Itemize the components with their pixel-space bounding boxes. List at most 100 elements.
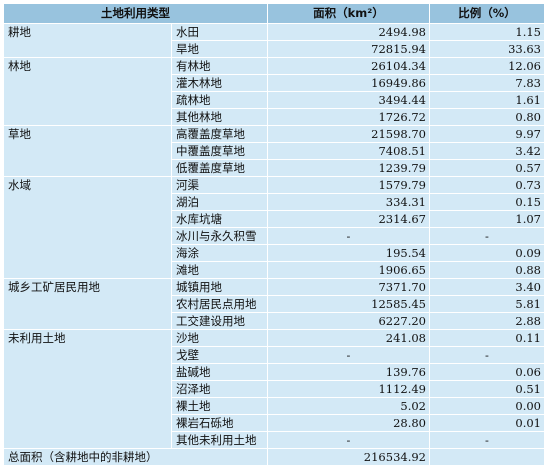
area-cell: 7408.51 <box>267 142 430 160</box>
area-cell: 1906.65 <box>267 261 430 279</box>
subcategory-cell: 海涂 <box>171 244 268 262</box>
ratio-cell: 0.09 <box>429 244 545 262</box>
subcategory-cell: 中覆盖度草地 <box>171 142 268 160</box>
category-cell: 未利用土地 <box>3 329 172 449</box>
table-row: 灌木林地 16949.86 7.83 <box>4 74 545 92</box>
area-cell: 139.76 <box>267 363 430 381</box>
area-cell: 72815.94 <box>267 40 430 58</box>
area-cell: 3494.44 <box>267 91 430 109</box>
subcategory-cell: 戈壁 <box>171 346 268 364</box>
subcategory-cell: 有林地 <box>171 57 268 75</box>
ratio-cell: 0.88 <box>429 261 545 279</box>
area-cell: 1239.79 <box>267 159 430 177</box>
category-cell: 草地 <box>3 125 172 177</box>
subcategory-cell: 滩地 <box>171 261 268 279</box>
area-cell: 28.80 <box>267 414 430 432</box>
subcategory-cell: 旱地 <box>171 40 268 58</box>
area-cell: 1112.49 <box>267 380 430 398</box>
area-cell: 2314.67 <box>267 210 430 228</box>
table-row: 林地 有林地 26104.34 12.06 <box>3 57 545 126</box>
subcategory-cell: 城镇用地 <box>171 278 268 296</box>
ratio-cell: 7.83 <box>429 74 545 92</box>
land-use-table: 土地利用类型 面积（km²） 比例（%） 耕地 水田 2494.98 1.15 旱地 72… <box>3 3 545 466</box>
ratio-cell: 0.15 <box>429 193 545 211</box>
ratio-cell: - <box>429 431 545 449</box>
ratio-cell: - <box>429 227 545 245</box>
area-cell: - <box>267 431 430 449</box>
ratio-cell: 0.11 <box>429 329 545 347</box>
table-row: 水库坑塘 2314.67 1.07 <box>4 210 545 228</box>
total-label: 总面积（含耕地中的非耕地） <box>3 448 268 466</box>
ratio-cell: 0.06 <box>429 363 545 381</box>
subcategory-cell: 疏林地 <box>171 91 268 109</box>
ratio-cell: 0.00 <box>429 397 545 415</box>
subcategory-cell: 灌木林地 <box>171 74 268 92</box>
ratio-cell: 3.40 <box>429 278 545 296</box>
category-cell: 耕地 <box>3 23 172 58</box>
total-area: 216534.92 <box>267 448 430 466</box>
area-cell: 12585.45 <box>267 295 430 313</box>
ratio-cell: 0.80 <box>429 108 545 126</box>
subcategory-cell: 盐碱地 <box>171 363 268 381</box>
area-cell: 334.31 <box>267 193 430 211</box>
area-cell: 195.54 <box>267 244 430 262</box>
table-row: 裸岩石砾地 28.80 0.01 <box>4 414 545 432</box>
ratio-cell: - <box>429 346 545 364</box>
subcategory-cell: 沼泽地 <box>171 380 268 398</box>
area-cell: 1726.72 <box>267 108 430 126</box>
subcategory-cell: 裸土地 <box>171 397 268 415</box>
subcategory-cell: 工交建设用地 <box>171 312 268 330</box>
table-row: 冰川与永久积雪 - - <box>4 227 545 245</box>
category-cell: 城乡工矿居民用地 <box>3 278 172 330</box>
land-use-table-container: 土地利用类型 面积（km²） 比例（%） 耕地 水田 2494.98 1.15 旱地 72… <box>3 3 545 466</box>
subcategory-cell: 高覆盖度草地 <box>171 125 268 143</box>
subcategory-cell: 其他林地 <box>171 108 268 126</box>
ratio-cell: 0.73 <box>429 176 545 194</box>
header-ratio: 比例（%） <box>429 3 545 24</box>
table-row: 低覆盖度草地 1239.79 0.57 <box>4 159 545 177</box>
total-ratio <box>429 448 545 466</box>
table-row: 其他未利用土地 - - <box>4 431 545 449</box>
table-row: 耕地 水田 2494.98 1.15 <box>3 23 545 58</box>
table-row: 沼泽地 1112.49 0.51 <box>4 380 545 398</box>
area-cell: - <box>267 346 430 364</box>
table-row: 其他林地 1726.72 0.80 <box>4 108 545 126</box>
subcategory-cell: 冰川与永久积雪 <box>171 227 268 245</box>
subcategory-cell: 农村居民点用地 <box>171 295 268 313</box>
subcategory-cell: 其他未利用土地 <box>171 431 268 449</box>
area-cell: 26104.34 <box>267 57 430 75</box>
ratio-cell: 12.06 <box>429 57 545 75</box>
area-cell: 241.08 <box>267 329 430 347</box>
table-row: 未利用土地 沙地 241.08 0.11 <box>3 329 545 449</box>
subcategory-cell: 沙地 <box>171 329 268 347</box>
ratio-cell: 0.01 <box>429 414 545 432</box>
table-row: 农村居民点用地 12585.45 5.81 <box>4 295 545 313</box>
ratio-cell: 0.57 <box>429 159 545 177</box>
subcategory-cell: 河渠 <box>171 176 268 194</box>
ratio-cell: 1.61 <box>429 91 545 109</box>
area-cell: 21598.70 <box>267 125 430 143</box>
area-cell: - <box>267 227 430 245</box>
area-cell: 2494.98 <box>267 23 430 41</box>
area-cell: 1579.79 <box>267 176 430 194</box>
area-cell: 16949.86 <box>267 74 430 92</box>
category-cell: 水域 <box>3 176 172 279</box>
ratio-cell: 33.63 <box>429 40 545 58</box>
subcategory-cell: 低覆盖度草地 <box>171 159 268 177</box>
ratio-cell: 1.15 <box>429 23 545 41</box>
total-row: 总面积（含耕地中的非耕地） 216534.92 <box>3 448 545 466</box>
ratio-cell: 5.81 <box>429 295 545 313</box>
ratio-cell: 9.97 <box>429 125 545 143</box>
table-row: 中覆盖度草地 7408.51 3.42 <box>4 142 545 160</box>
area-cell: 6227.20 <box>267 312 430 330</box>
table-row: 滩地 1906.65 0.88 <box>4 261 545 279</box>
subcategory-cell: 水库坑塘 <box>171 210 268 228</box>
subcategory-cell: 水田 <box>171 23 268 41</box>
table-row: 草地 高覆盖度草地 21598.70 9.97 <box>3 125 545 177</box>
ratio-cell: 3.42 <box>429 142 545 160</box>
subcategory-cell: 裸岩石砾地 <box>171 414 268 432</box>
table-body: 耕地 水田 2494.98 1.15 旱地 72815.94 33.63 林地 有林地 26104… <box>3 23 545 466</box>
subcategory-cell: 湖泊 <box>171 193 268 211</box>
ratio-cell: 0.51 <box>429 380 545 398</box>
area-cell: 5.02 <box>267 397 430 415</box>
